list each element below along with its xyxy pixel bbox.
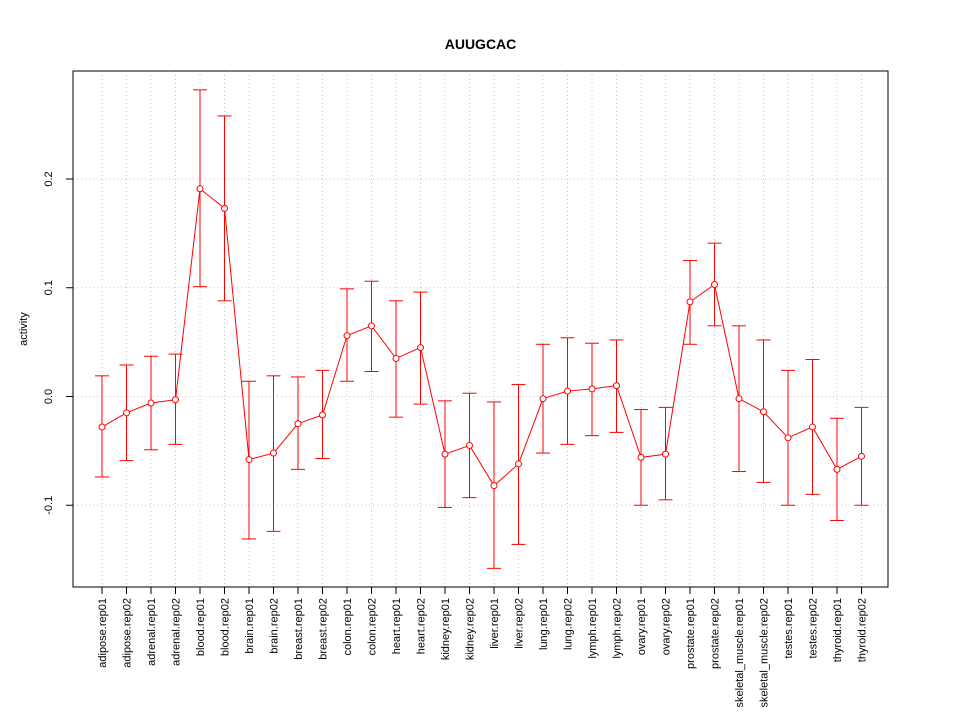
data-point [466, 441, 473, 449]
x-tick-label: adrenal.rep01 [146, 598, 158, 666]
x-tick-label: kidney.rep02 [465, 598, 477, 660]
data-point [490, 482, 498, 490]
data-point [123, 409, 130, 417]
x-tick-label: heart.rep01 [391, 598, 403, 654]
data-point [858, 452, 865, 460]
x-tick-label: ovary.rep01 [636, 598, 648, 655]
data-point [784, 434, 792, 442]
y-tick-label: -0.1 [43, 496, 55, 515]
x-tick-label: colon.rep02 [367, 598, 379, 656]
plot-frame [72, 70, 889, 588]
data-point [809, 423, 816, 431]
x-tick-label: blood.rep01 [195, 598, 207, 656]
chart-title: AUUGCAC [445, 36, 517, 52]
x-tick-label: skeletal_muscle.rep01 [734, 598, 746, 707]
x-tick-label: blood.rep02 [220, 598, 232, 656]
x-tick-label: lymph.rep01 [587, 598, 599, 659]
x-tick-label: thyroid.rep02 [857, 598, 869, 662]
x-tick-label: lymph.rep02 [612, 598, 624, 659]
data-point [833, 465, 841, 473]
data-point [711, 280, 718, 288]
data-point [196, 185, 204, 193]
x-tick-label: prostate.rep02 [710, 598, 722, 669]
data-point [417, 344, 424, 352]
x-tick-label: brain.rep01 [244, 598, 256, 654]
data-point [172, 396, 179, 404]
x-tick-label: testes.rep01 [783, 598, 795, 659]
x-tick-label: skeletal_muscle.rep02 [759, 598, 771, 707]
data-point [98, 423, 106, 431]
x-tick-label: ovary.rep02 [661, 598, 673, 655]
data-point [147, 399, 155, 407]
x-tick-label: breast.rep02 [318, 598, 330, 660]
y-tick-label: 0.2 [43, 171, 55, 186]
data-point [564, 387, 571, 395]
data-point [613, 382, 620, 390]
x-tick-label: adipose.rep01 [97, 598, 109, 668]
data-point [662, 450, 669, 458]
data-point [294, 420, 302, 428]
data-point [319, 411, 326, 419]
data-point [343, 332, 351, 340]
data-point [588, 385, 596, 393]
x-tick-label: adrenal.rep02 [171, 598, 183, 666]
series-layer [95, 89, 869, 569]
data-point [221, 204, 228, 212]
x-tick-label: prostate.rep01 [685, 598, 697, 669]
x-tick-label: lung.rep02 [563, 598, 575, 650]
data-point [735, 395, 743, 403]
x-tick-label: heart.rep02 [416, 598, 428, 654]
x-tick-label: testes.rep02 [808, 598, 820, 659]
x-tick-label: colon.rep01 [342, 598, 354, 656]
x-tick-label: adipose.rep02 [122, 598, 134, 668]
data-point [760, 408, 767, 416]
x-tick-label: kidney.rep01 [440, 598, 452, 660]
y-axis: -0.1 0.0 0.1 0.2 [43, 171, 73, 515]
x-tick-label: brain.rep02 [269, 598, 281, 654]
data-point [270, 449, 277, 457]
x-tick-label: liver.rep01 [489, 598, 501, 649]
x-axis: adipose.rep01 adipose.rep02 adrenal.rep01 a… [97, 587, 869, 707]
x-tick-label: thyroid.rep01 [832, 598, 844, 662]
y-tick-label: 0.0 [43, 389, 55, 404]
y-tick-label: 0.1 [43, 280, 55, 295]
data-point [368, 322, 375, 330]
grid-layer [73, 71, 888, 587]
data-point [441, 450, 449, 458]
data-point [392, 354, 400, 362]
y-axis-label: activity [18, 312, 30, 346]
series-line [101, 187, 862, 487]
x-tick-label: liver.rep02 [514, 598, 526, 649]
data-point [686, 298, 694, 306]
data-point [515, 460, 522, 468]
x-tick-label: breast.rep01 [293, 598, 305, 660]
data-point [637, 453, 645, 461]
x-tick-label: lung.rep01 [538, 598, 550, 650]
data-point [539, 395, 547, 403]
data-point [245, 456, 253, 464]
